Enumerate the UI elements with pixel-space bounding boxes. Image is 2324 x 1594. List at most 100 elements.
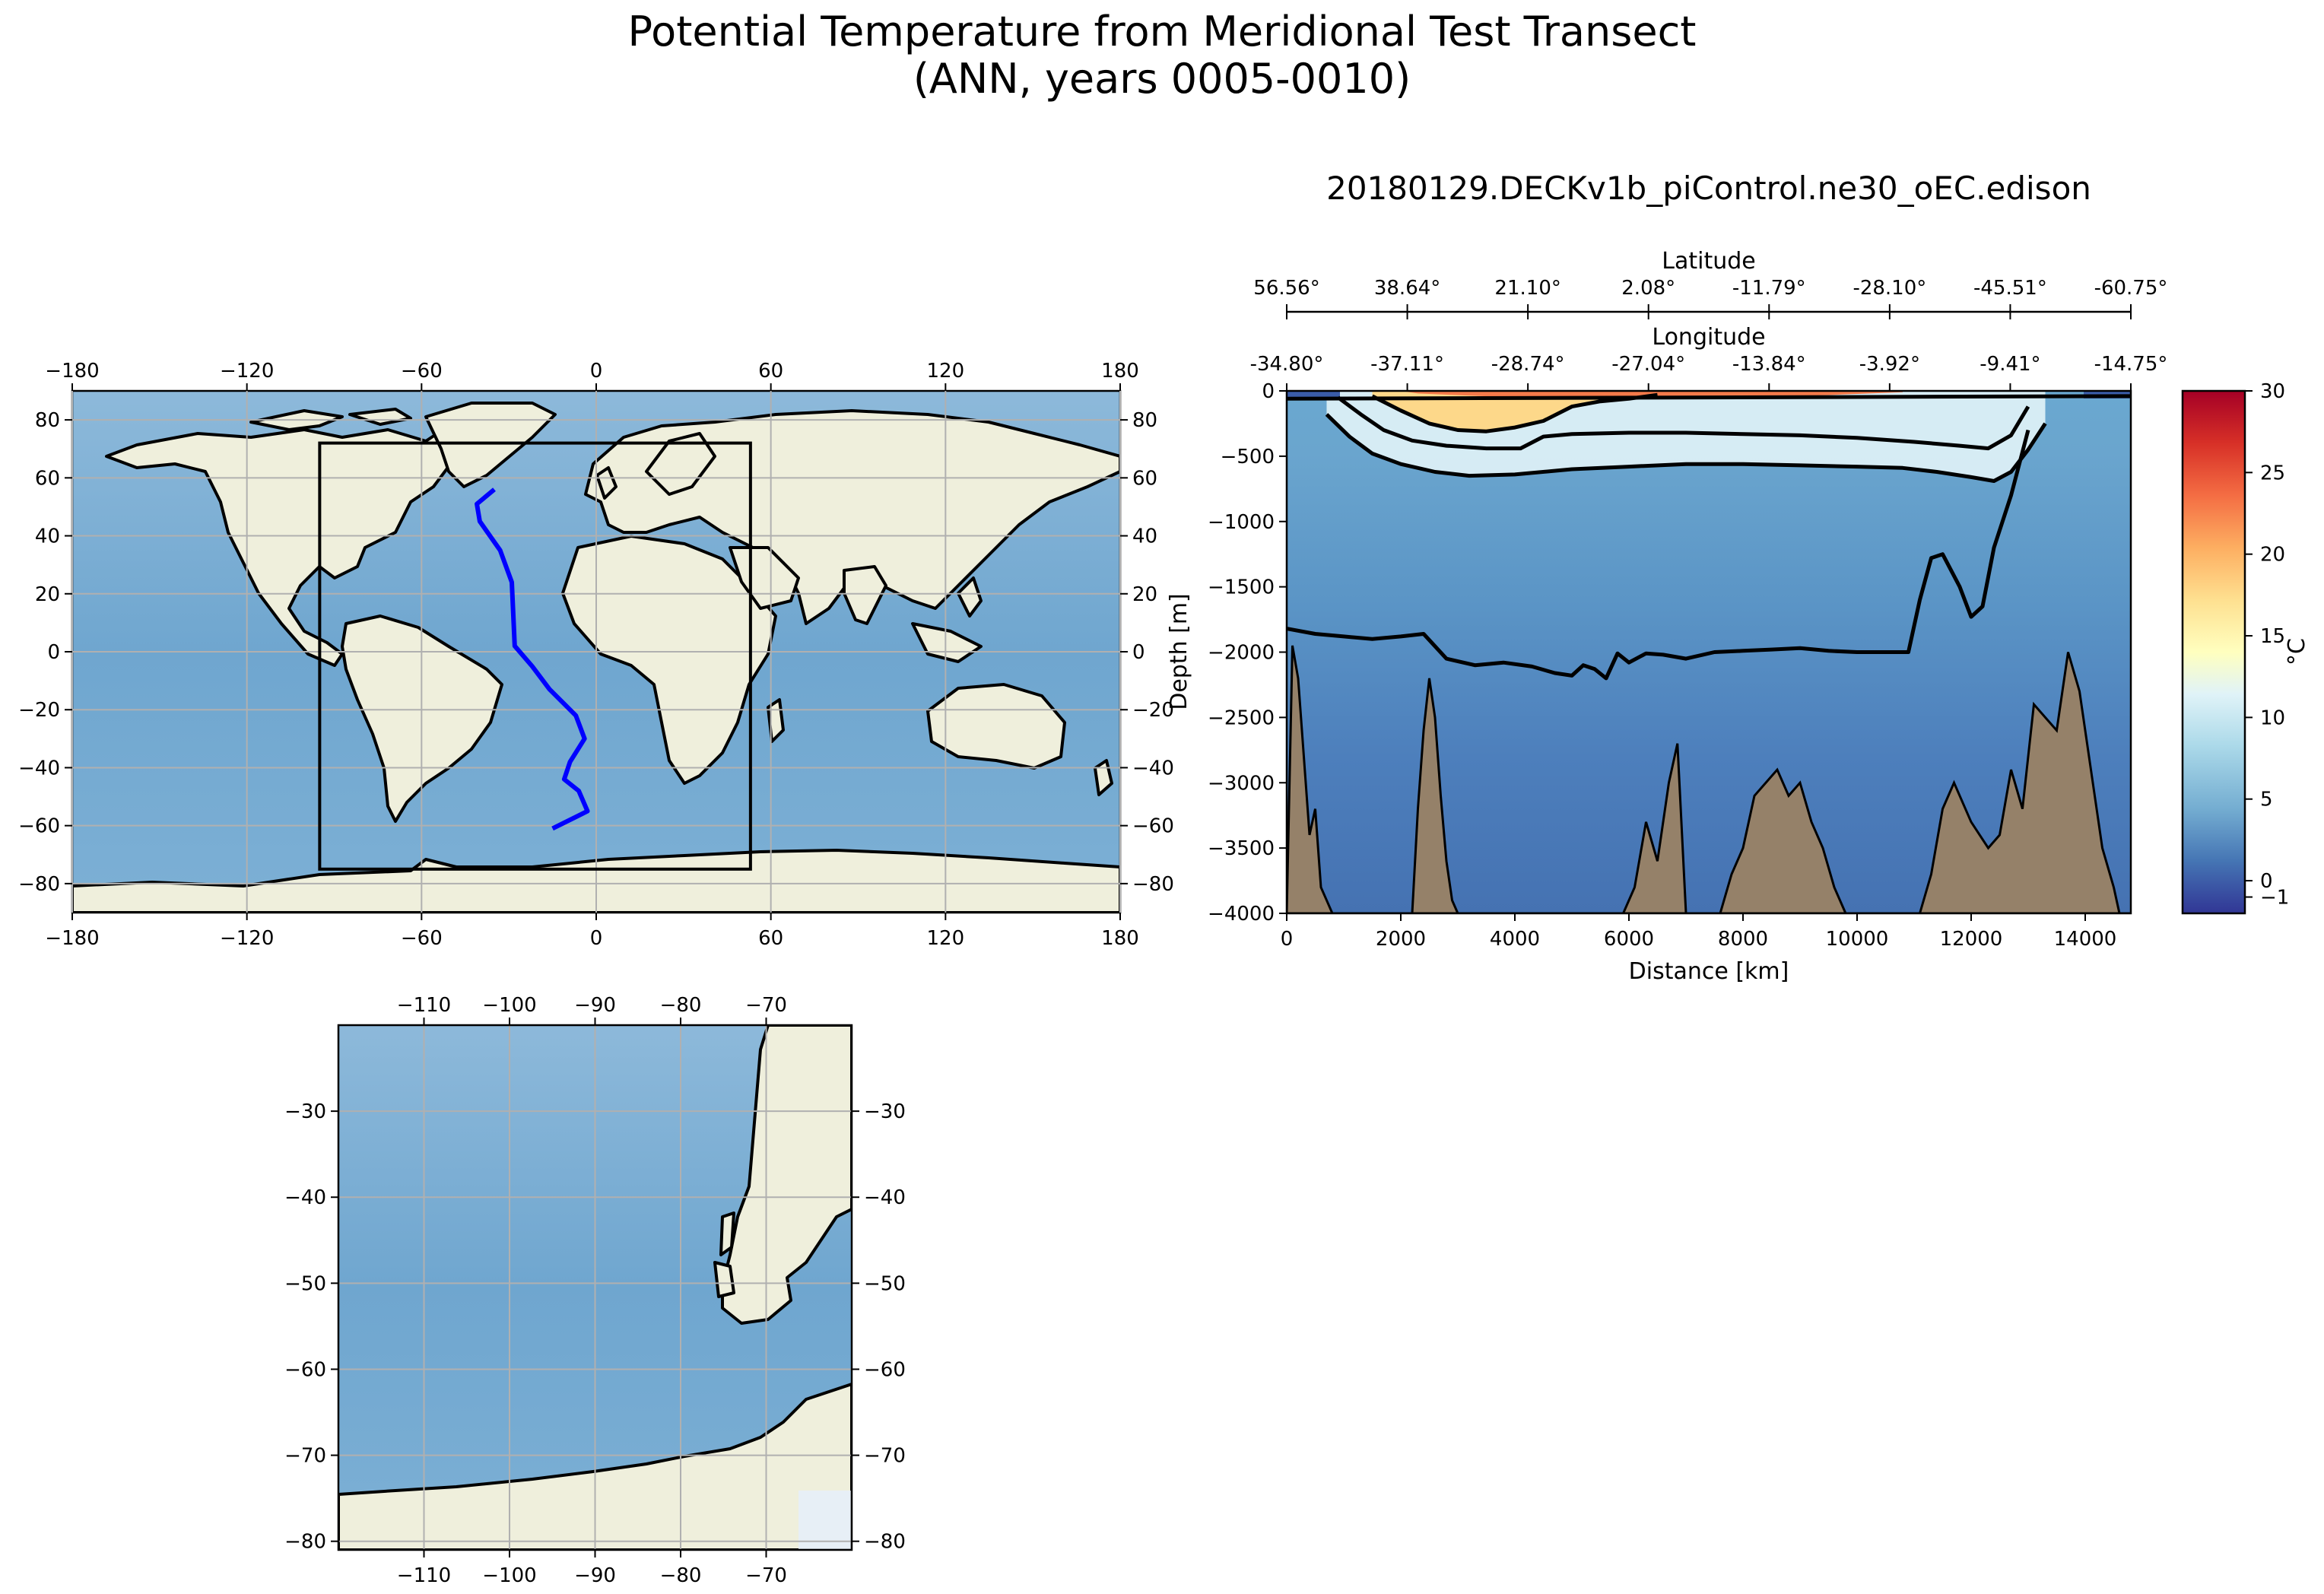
hot-layer bbox=[1372, 391, 1658, 432]
inset-lon-label-top: −110 bbox=[397, 994, 451, 1017]
section-ytick-label: 0 bbox=[1262, 380, 1275, 403]
map-lat-label-left: −60 bbox=[18, 815, 60, 838]
inset-lon-label-top: −80 bbox=[660, 994, 702, 1017]
map-lat-label-left: 40 bbox=[35, 526, 60, 548]
latitude-tick-label: 2.08° bbox=[1621, 277, 1675, 300]
isotherm-2 bbox=[1287, 429, 2030, 681]
map-lat-label-left: −20 bbox=[18, 699, 60, 722]
inset-map-land bbox=[338, 1025, 852, 1550]
isotherm-10 bbox=[1337, 395, 2030, 451]
longitude-tick-label: -13.84° bbox=[1732, 353, 1806, 376]
inset-lat-label-right: −70 bbox=[864, 1445, 906, 1468]
section-xtick-label: 14000 bbox=[2054, 928, 2117, 951]
map-lat-label-right: −80 bbox=[1132, 873, 1174, 896]
land-eurasia bbox=[584, 409, 1120, 625]
section-ytick-label: −3500 bbox=[1208, 837, 1275, 860]
colorbar-tick-label: 10 bbox=[2260, 707, 2285, 729]
colorbar-tick-label: 0 bbox=[2260, 870, 2273, 893]
inset-lat-label-left: −70 bbox=[284, 1445, 326, 1468]
section-xtick-label: 0 bbox=[1281, 928, 1294, 951]
longitude-ticks: -34.80° -37.11° -28.74° -27.04° -13.84° -3.92… bbox=[1250, 353, 2167, 391]
global-map-ticks: −180 −180 −120 −120 −60 −60 0 0 60 60 120 120 180 180… bbox=[18, 360, 1174, 950]
section-ytick-label: −3000 bbox=[1208, 772, 1275, 795]
map-lat-label-left: 0 bbox=[47, 641, 60, 664]
section-xtick-label: 12000 bbox=[1940, 928, 2003, 951]
map-lat-label-left: 20 bbox=[35, 583, 60, 606]
colorbar-tick-label: 25 bbox=[2260, 462, 2285, 484]
land-greenland bbox=[424, 402, 557, 488]
colorbar bbox=[2181, 389, 2246, 915]
inset-lat-label-right: −50 bbox=[864, 1272, 906, 1295]
section-ytick-label: −4000 bbox=[1208, 903, 1275, 926]
inset-map-gridlines bbox=[338, 1025, 852, 1550]
inset-lat-label-right: −80 bbox=[864, 1531, 906, 1554]
land-antarctic-peninsula bbox=[338, 1383, 852, 1550]
inset-lon-label-bottom: −80 bbox=[660, 1564, 702, 1587]
inset-lat-label-left: −30 bbox=[284, 1100, 326, 1123]
inset-lon-label-bottom: −100 bbox=[482, 1564, 536, 1587]
map-lon-label-bottom: 120 bbox=[927, 927, 965, 950]
inset-lon-label-top: −70 bbox=[745, 994, 787, 1017]
transect-line bbox=[475, 487, 590, 831]
map-lat-label-right: 40 bbox=[1132, 526, 1157, 548]
latitude-tick-label: 21.10° bbox=[1494, 277, 1560, 300]
section-ytick-label: −2000 bbox=[1208, 642, 1275, 665]
section-title: 20180129.DECKv1b_piControl.ne30_oEC.edis… bbox=[1326, 170, 2091, 207]
section-ytick-label: −1500 bbox=[1208, 576, 1275, 599]
land-uk bbox=[595, 466, 618, 500]
section-field-layers bbox=[1287, 391, 2131, 913]
inset-lat-label-left: −80 bbox=[284, 1531, 326, 1554]
land-australia bbox=[926, 683, 1066, 770]
colorbar-tick-label: 30 bbox=[2260, 380, 2285, 403]
latitude-tick-label: -28.10° bbox=[1853, 277, 1926, 300]
map-lat-label-right: −60 bbox=[1132, 815, 1174, 838]
inset-map-ice bbox=[798, 1491, 852, 1550]
map-lon-label-top: −120 bbox=[220, 360, 274, 383]
longitude-tick-label: -3.92° bbox=[1859, 353, 1920, 376]
inset-lon-label-bottom: −70 bbox=[745, 1564, 787, 1587]
inset-lon-label-bottom: −90 bbox=[574, 1564, 616, 1587]
land-scandinavia bbox=[645, 432, 716, 496]
inset-lat-label-left: −40 bbox=[284, 1186, 326, 1209]
map-lat-label-left: 60 bbox=[35, 467, 60, 490]
latitude-tick-label: 56.56° bbox=[1253, 277, 1319, 300]
section-xtick-label: 8000 bbox=[1718, 928, 1768, 951]
longitude-tick-label: -27.04° bbox=[1611, 353, 1685, 376]
section-xtick-label: 4000 bbox=[1490, 928, 1540, 951]
land-new-zealand bbox=[1094, 759, 1113, 796]
map-lon-label-bottom: 0 bbox=[590, 927, 603, 950]
inset-map: −110 −110 −100 −100 −90 −90 −80 −80 −70 −70 −30 −30… bbox=[284, 994, 906, 1587]
longitude-tick-label: -9.41° bbox=[1980, 353, 2040, 376]
inset-lon-label-top: −90 bbox=[574, 994, 616, 1017]
inset-lat-label-right: −60 bbox=[864, 1358, 906, 1381]
map-lon-label-top: 0 bbox=[590, 360, 603, 383]
longitude-tick-label: -34.80° bbox=[1250, 353, 1324, 376]
land-patagonia bbox=[721, 1025, 852, 1325]
map-lat-label-left: −40 bbox=[18, 757, 60, 780]
inset-lat-label-left: −60 bbox=[284, 1358, 326, 1381]
inset-lat-label-right: −30 bbox=[864, 1100, 906, 1123]
map-lon-label-top: 180 bbox=[1101, 360, 1139, 383]
latitude-axis-label: Latitude bbox=[1662, 248, 1755, 275]
map-lon-label-bottom: 60 bbox=[758, 927, 783, 950]
latitude-ticks: 56.56° 38.64° 21.10° 2.08° -11.79° -28.10° -45… bbox=[1253, 277, 2167, 319]
map-lon-label-top: −60 bbox=[401, 360, 443, 383]
section-ytick-label: −1000 bbox=[1208, 511, 1275, 534]
inset-lat-label-right: −40 bbox=[864, 1186, 906, 1209]
map-lon-label-top: 120 bbox=[927, 360, 965, 383]
section-ytick-label: −2500 bbox=[1208, 707, 1275, 729]
map-lat-label-right: −20 bbox=[1132, 699, 1174, 722]
map-lat-label-right: 60 bbox=[1132, 467, 1157, 490]
global-map: −180 −180 −120 −120 −60 −60 0 0 60 60 120 120 180 180… bbox=[18, 360, 1174, 950]
inset-lon-label-bottom: −110 bbox=[397, 1564, 451, 1587]
section-ylabel: Depth [m] bbox=[1166, 593, 1192, 710]
latitude-tick-label: 38.64° bbox=[1374, 277, 1440, 300]
figure-title-line1: Potential Temperature from Meridional Te… bbox=[628, 8, 1697, 56]
map-lon-label-bottom: −120 bbox=[220, 927, 274, 950]
map-lat-label-right: −40 bbox=[1132, 757, 1174, 780]
figure-title-line2: (ANN, years 0005-0010) bbox=[913, 55, 1411, 103]
latitude-tick-label: -60.75° bbox=[2094, 277, 2168, 300]
surface-cold-left bbox=[1287, 391, 1340, 398]
map-lon-label-bottom: 180 bbox=[1101, 927, 1139, 950]
land-se-asia bbox=[911, 576, 983, 663]
